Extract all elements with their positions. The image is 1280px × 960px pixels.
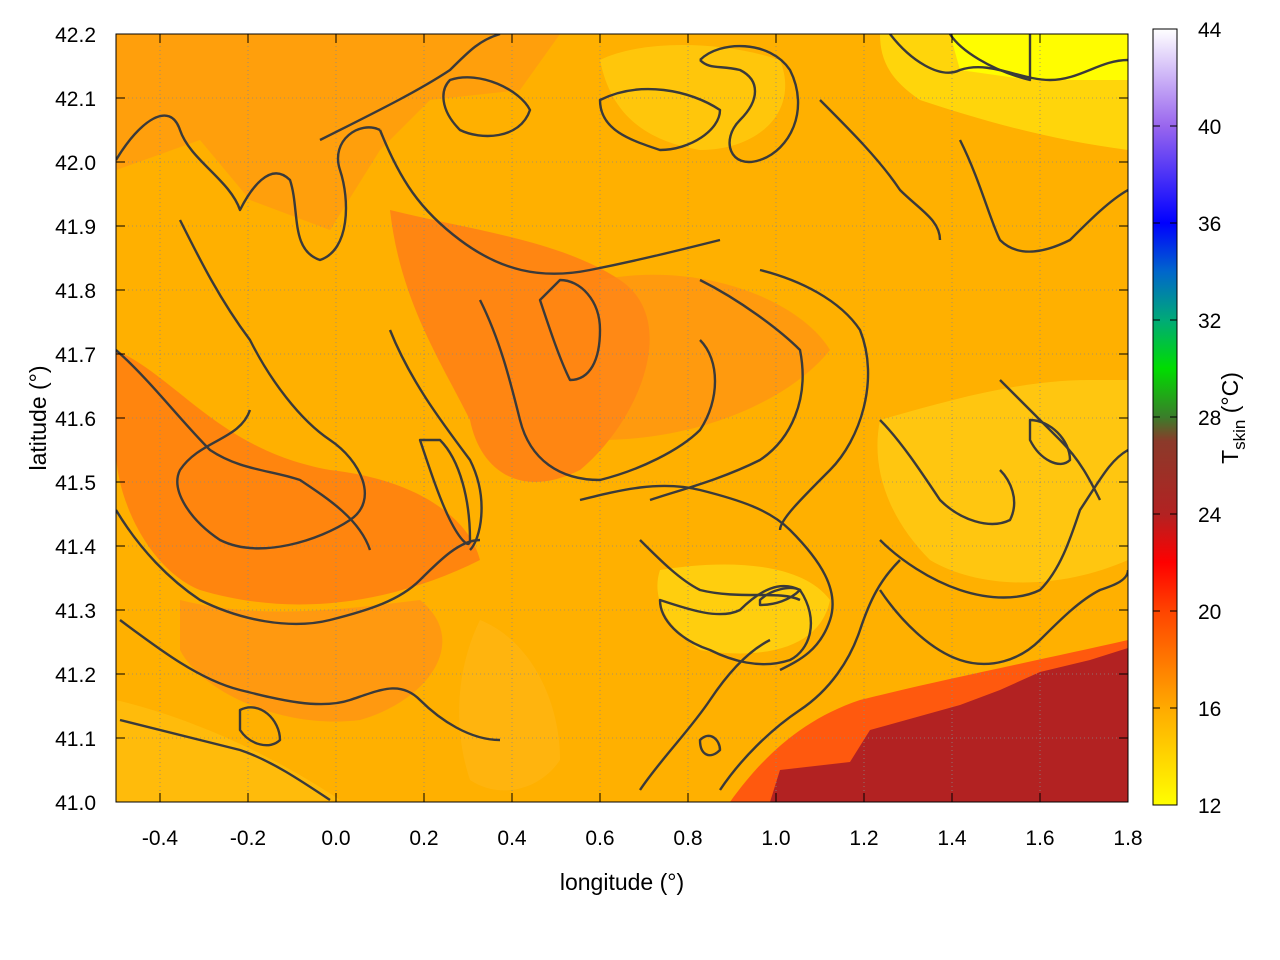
contour-line (116, 114, 381, 262)
field-region (390, 210, 650, 482)
contour-line (658, 584, 813, 666)
contour-line (879, 569, 1128, 666)
contour-line (759, 268, 870, 531)
x-tick-label: 0.0 (321, 827, 350, 850)
contour-line (116, 349, 372, 551)
y-tick-label: 42.2 (55, 24, 96, 47)
contour-line (388, 329, 483, 551)
y-tick-label: 41.2 (55, 664, 96, 687)
contour-line (698, 734, 722, 757)
x-tick-label: 1.8 (1113, 827, 1142, 850)
field-region (116, 700, 340, 802)
y-tick-label: 41.5 (55, 472, 96, 495)
contour-line (319, 34, 501, 142)
contour-line (116, 509, 481, 626)
x-tick-label: 1.6 (1025, 827, 1054, 850)
contour-line (758, 586, 802, 607)
contour-line (1028, 418, 1072, 466)
field-region (116, 350, 480, 605)
colorbar-tick-label: 24 (1198, 504, 1222, 527)
contour-line (579, 484, 834, 672)
x-tick-label: 0.8 (673, 827, 702, 850)
contour-line (699, 44, 800, 164)
y-tick-label: 42.0 (55, 152, 96, 175)
contour-line (442, 76, 532, 138)
x-tick-label: 1.0 (761, 827, 790, 850)
contour-lines (116, 34, 1128, 801)
colorbar-tick-label: 32 (1198, 310, 1221, 333)
x-tick-labels: -0.4 -0.2 0.0 0.2 0.4 0.6 0.8 1.0 1.2 1.4 1.6 1.8 (142, 827, 1143, 850)
contour-line (119, 718, 331, 801)
contour-line (879, 448, 1128, 599)
colorbar-tick-label: 28 (1198, 407, 1221, 430)
contour-line (538, 278, 602, 382)
y-tick-label: 41.9 (55, 216, 96, 239)
y-tick-label: 41.8 (55, 280, 96, 303)
field-region (877, 380, 1128, 583)
axis-ticks (116, 33, 1129, 803)
contour-line (478, 299, 717, 482)
y-tick-label: 41.0 (55, 792, 96, 815)
y-tick-label: 41.4 (55, 536, 96, 559)
contour-line (119, 619, 501, 742)
x-axis-title: longitude (°) (560, 869, 684, 895)
contour-line (639, 539, 801, 602)
colorbar-tick-label: 12 (1198, 795, 1221, 818)
y-axis-title: latitude (°) (25, 365, 51, 470)
x-tick-label: 0.2 (409, 827, 438, 850)
y-tick-label: 41.6 (55, 408, 96, 431)
y-tick-label: 41.7 (55, 344, 96, 367)
contour-line (418, 438, 472, 546)
contour-line (999, 379, 1102, 501)
x-tick-label: 1.2 (849, 827, 878, 850)
contour-line (879, 419, 1016, 526)
contour-line (819, 99, 942, 241)
field-region (770, 648, 1128, 802)
contour-line (238, 706, 282, 747)
colorbar-tick-labels: 12 16 20 24 28 32 36 40 44 (1198, 19, 1222, 818)
contour-line (598, 87, 722, 152)
colorbar-tick-label: 44 (1198, 19, 1222, 42)
colorbar-tick-label: 16 (1198, 698, 1221, 721)
x-tick-label: -0.4 (142, 827, 179, 850)
colorbar-tick-label: 36 (1198, 213, 1221, 236)
contour-line (378, 129, 721, 275)
field-region (459, 620, 560, 791)
contour-line (948, 34, 1032, 82)
field-region (600, 274, 830, 440)
x-tick-label: 0.4 (497, 827, 527, 850)
y-tick-label: 41.3 (55, 600, 96, 623)
y-tick-labels: 41.0 41.1 41.2 41.3 41.4 41.5 41.6 41.7 41.8 41.9… (55, 24, 96, 815)
contour-line (719, 559, 901, 791)
x-tick-label: 0.6 (585, 827, 614, 850)
colorbar-title-sub: skin (1230, 420, 1249, 450)
y-tick-label: 42.1 (55, 88, 96, 111)
plot-area (116, 34, 1128, 802)
x-tick-label: 1.4 (937, 827, 967, 850)
y-tick-label: 41.1 (55, 728, 96, 751)
colorbar-ticks (1153, 28, 1177, 806)
contour-line (649, 278, 804, 502)
contour-line (639, 638, 771, 791)
x-tick-label: -0.2 (230, 827, 266, 850)
colorbar-tick-label: 40 (1198, 116, 1221, 139)
colorbar-title-main: T (1217, 450, 1243, 464)
contour-line (958, 139, 1128, 253)
colorbar-title: Tskin (°C) (1217, 372, 1249, 464)
colorbar-tick-label: 20 (1198, 601, 1221, 624)
colorbar-title-unit: (°C) (1217, 372, 1243, 420)
